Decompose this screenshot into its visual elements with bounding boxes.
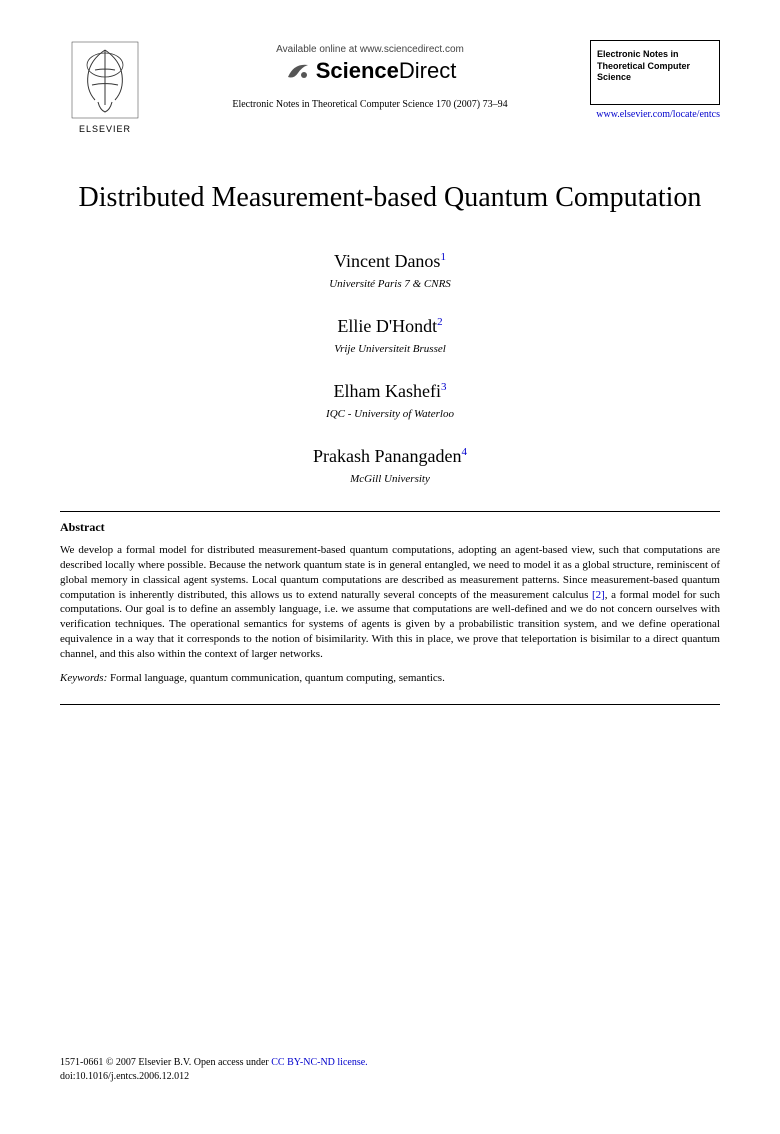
sd-brand-text: ScienceDirect [316,58,457,84]
divider [60,511,720,512]
author-affiliation: Vrije Universiteit Brussel [60,343,720,355]
citation-line: Electronic Notes in Theoretical Computer… [150,99,590,110]
divider [60,704,720,705]
elsevier-block: ELSEVIER [60,40,150,134]
copyright-line: 1571-0661 © 2007 Elsevier B.V. Open acce… [60,1056,720,1070]
author-affiliation: McGill University [60,473,720,485]
elsevier-tree-icon [70,40,140,120]
paper-title: Distributed Measurement-based Quantum Co… [60,180,720,215]
license-link[interactable]: CC BY-NC-ND license. [271,1057,367,1068]
available-online-text: Available online at www.sciencedirect.co… [150,44,590,55]
author-affiliation: IQC - University of Waterloo [60,408,720,420]
abstract-heading: Abstract [60,520,720,535]
citation-ref[interactable]: [2] [592,589,605,601]
author-footnote-ref[interactable]: 4 [461,446,467,458]
author-footnote-ref[interactable]: 1 [440,251,446,263]
sciencedirect-logo: ScienceDirect [150,57,590,85]
journal-name-line: Electronic Notes in [597,49,713,61]
author-name: Elham Kashefi3 [60,381,720,402]
journal-column: Electronic Notes in Theoretical Computer… [590,40,720,150]
footer: 1571-0661 © 2007 Elsevier B.V. Open acce… [60,1056,720,1084]
author-footnote-ref[interactable]: 2 [437,316,443,328]
elsevier-label: ELSEVIER [60,124,150,134]
sd-swoosh-icon [284,57,312,85]
journal-name-box: Electronic Notes in Theoretical Computer… [590,40,720,105]
journal-name-line: Theoretical Computer [597,61,713,73]
author-name: Ellie D'Hondt2 [60,316,720,337]
journal-name-line: Science [597,72,713,84]
author-affiliation: Université Paris 7 & CNRS [60,278,720,290]
doi-line: doi:10.1016/j.entcs.2006.12.012 [60,1070,720,1084]
author-footnote-ref[interactable]: 3 [441,381,447,393]
center-header: Available online at www.sciencedirect.co… [150,40,590,110]
keywords-line: Keywords: Formal language, quantum commu… [60,672,720,684]
abstract-body: We develop a formal model for distribute… [60,543,720,662]
author-name: Prakash Panangaden4 [60,446,720,467]
author-name: Vincent Danos1 [60,251,720,272]
journal-url-link[interactable]: www.elsevier.com/locate/entcs [590,109,720,120]
header-row: ELSEVIER Available online at www.science… [60,40,720,150]
